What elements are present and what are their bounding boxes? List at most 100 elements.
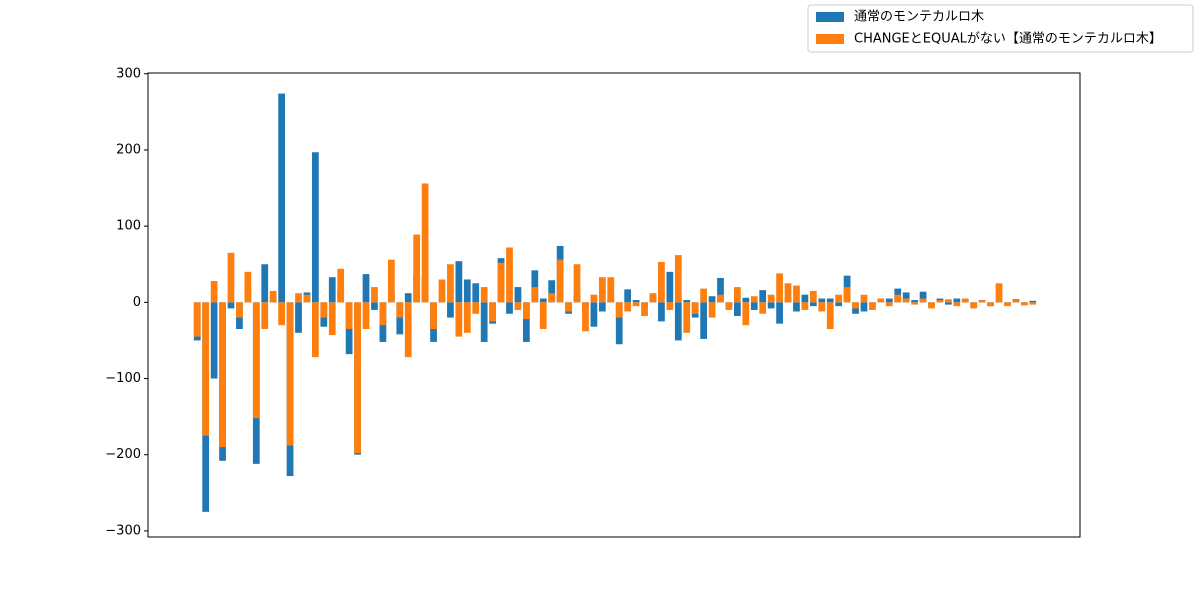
bar (312, 152, 319, 303)
bar (641, 302, 648, 317)
legend-swatch (816, 12, 844, 22)
bar (354, 302, 361, 454)
bar (531, 270, 539, 303)
bar (590, 294, 598, 303)
bar (261, 264, 269, 303)
bar (885, 298, 893, 303)
bar (413, 234, 421, 303)
bar (835, 294, 843, 303)
bar (480, 302, 488, 342)
bar (826, 302, 834, 329)
bar (624, 289, 632, 303)
bar (455, 261, 463, 303)
bar (784, 283, 792, 303)
bar (809, 302, 817, 307)
bar (860, 302, 868, 312)
bar (548, 293, 556, 303)
bar (759, 302, 767, 314)
bar (911, 302, 918, 305)
y-tick-label: −100 (105, 371, 141, 386)
bar (995, 283, 1003, 303)
bar (987, 302, 994, 307)
bar (472, 302, 480, 314)
bar (953, 302, 961, 307)
bar (278, 302, 285, 326)
bar (295, 293, 302, 303)
bar (674, 302, 682, 341)
bar (725, 302, 733, 310)
bar (421, 183, 429, 303)
bar (776, 273, 783, 303)
bar (430, 302, 437, 329)
bar (632, 300, 640, 303)
bar (362, 274, 370, 303)
bar (911, 300, 918, 303)
bar (387, 259, 395, 303)
bar (793, 285, 800, 303)
bar (598, 277, 606, 303)
bar (556, 259, 564, 303)
bar (615, 302, 623, 345)
bar (624, 302, 632, 312)
bar (953, 298, 961, 303)
bar (919, 291, 927, 303)
bar (632, 302, 640, 307)
legend-swatch (816, 34, 844, 44)
bar (590, 302, 598, 327)
bar (683, 300, 691, 303)
bar (236, 302, 243, 318)
bar (278, 93, 285, 303)
bar (708, 296, 716, 303)
bar (860, 294, 868, 303)
bar (404, 302, 412, 358)
bar (463, 279, 471, 303)
bar (582, 302, 589, 332)
bar (742, 302, 750, 326)
bar (320, 302, 328, 318)
bar (936, 300, 944, 303)
bar (514, 287, 522, 303)
bar (835, 302, 843, 307)
bar (438, 279, 446, 303)
bar (700, 302, 707, 339)
bar (227, 302, 235, 309)
bar (717, 277, 724, 303)
bar (759, 290, 767, 303)
bar (506, 247, 513, 303)
bar (945, 299, 952, 303)
legend-label: 通常のモンテカルロ木 (854, 10, 984, 25)
bar (894, 294, 902, 303)
bar (396, 302, 404, 318)
y-tick-label: −300 (105, 523, 141, 538)
bar (902, 292, 910, 303)
bar (666, 271, 674, 303)
bar (447, 264, 454, 303)
bar (210, 281, 218, 303)
bar (666, 302, 674, 310)
bar (227, 252, 235, 303)
bar (345, 302, 353, 329)
bar (615, 302, 623, 318)
bar (928, 302, 935, 309)
bar (700, 288, 707, 303)
bar (565, 302, 572, 312)
bar (843, 287, 851, 303)
bar (539, 302, 547, 329)
bar (523, 302, 530, 342)
y-tick-label: 300 (116, 66, 141, 81)
bar (463, 302, 471, 333)
bar (767, 302, 775, 309)
bar (869, 302, 876, 310)
bar (945, 302, 952, 305)
y-tick-label: 200 (116, 142, 141, 157)
bar (1012, 300, 1020, 303)
bar (269, 290, 277, 303)
bar (371, 287, 378, 303)
bar (303, 294, 311, 303)
axes-frame (147, 72, 1081, 538)
bar (286, 302, 294, 446)
bar (809, 290, 817, 303)
bar (219, 302, 226, 448)
bar (404, 293, 412, 303)
bar (1029, 300, 1037, 303)
